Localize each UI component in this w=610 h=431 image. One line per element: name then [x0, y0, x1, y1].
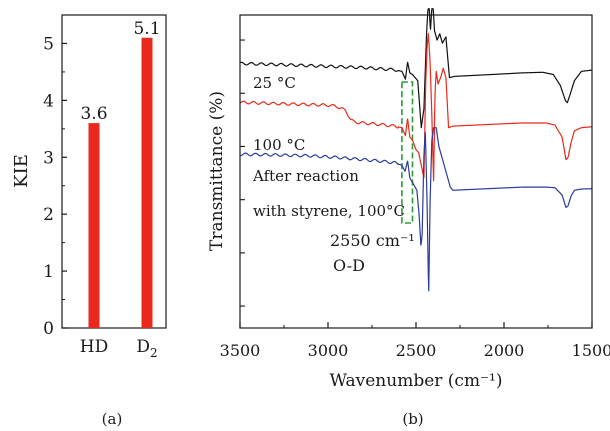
panel-b-label: (b)	[402, 410, 423, 428]
bar-chart-frame	[61, 14, 167, 329]
bar-value-label: 5.1	[133, 19, 160, 39]
bar-category-label: HD	[80, 337, 108, 357]
bar-chart-y-axis-label: KIE	[11, 154, 32, 188]
bar-chart-y-tick-label: 0	[43, 319, 54, 339]
ir-x-tick-label: 3500	[220, 341, 261, 360]
ir-spectrum-x-ticks: 3500 3000 2500 2000 1500	[220, 322, 610, 360]
ir-x-tick-label: 3000	[308, 341, 349, 360]
ir-x-tick-label: 2500	[396, 341, 437, 360]
bar-hd	[88, 123, 100, 328]
ir-x-tick-label: 1500	[572, 341, 610, 360]
annotation-100c: 100 °C	[253, 136, 305, 154]
ir-spectrum-line-2	[239, 33, 593, 182]
peak-assignment-label: O-D	[333, 256, 365, 275]
bar-chart-y-tick-label: 3	[43, 148, 54, 168]
ir-x-tick-label: 2000	[484, 341, 525, 360]
ir-spectrum-panel: 3500 3000 2500 2000 1500 25 °C 100 °C After …	[207, 8, 610, 428]
o-d-highlight-band	[401, 81, 414, 224]
bar-value-label: 3.6	[80, 104, 107, 124]
bar-chart-bars: 3.6 5.1	[80, 19, 161, 328]
bar-chart-panel: 0 1 2 3 4 5 3.6 5.1 HD D2 KIE (a)	[11, 14, 167, 428]
ir-x-axis-label: Wavenumber (cm⁻¹)	[330, 371, 503, 391]
bar-chart-y-ticks: 0 1 2 3 4 5	[43, 34, 67, 339]
ir-spectrum-frame	[239, 14, 593, 329]
bar-d2	[141, 37, 153, 328]
bar-chart-y-tick-label: 4	[43, 91, 54, 111]
bar-chart-y-tick-label: 1	[43, 262, 54, 282]
ir-spectrum-y-ticks	[240, 39, 245, 307]
annotation-25c: 25 °C	[253, 74, 296, 92]
peak-wavenumber-label: 2550 cm⁻¹	[330, 231, 415, 250]
panel-a-label: (a)	[102, 410, 123, 428]
bar-chart-x-labels: HD D2	[80, 337, 158, 360]
ir-spectrum-line-1	[239, 8, 593, 129]
bar-chart-y-tick-label: 5	[43, 34, 54, 54]
annotation-after-reaction: After reaction	[252, 167, 359, 185]
bar-category-label: D2	[136, 337, 157, 360]
annotation-with-styrene: with styrene, 100°C	[253, 202, 405, 220]
bar-chart-y-tick-label: 2	[43, 205, 54, 225]
ir-spectrum-line-3	[239, 127, 593, 292]
ir-y-axis-label: Transmittance (%)	[207, 91, 227, 251]
ir-spectrum-series	[239, 8, 593, 292]
